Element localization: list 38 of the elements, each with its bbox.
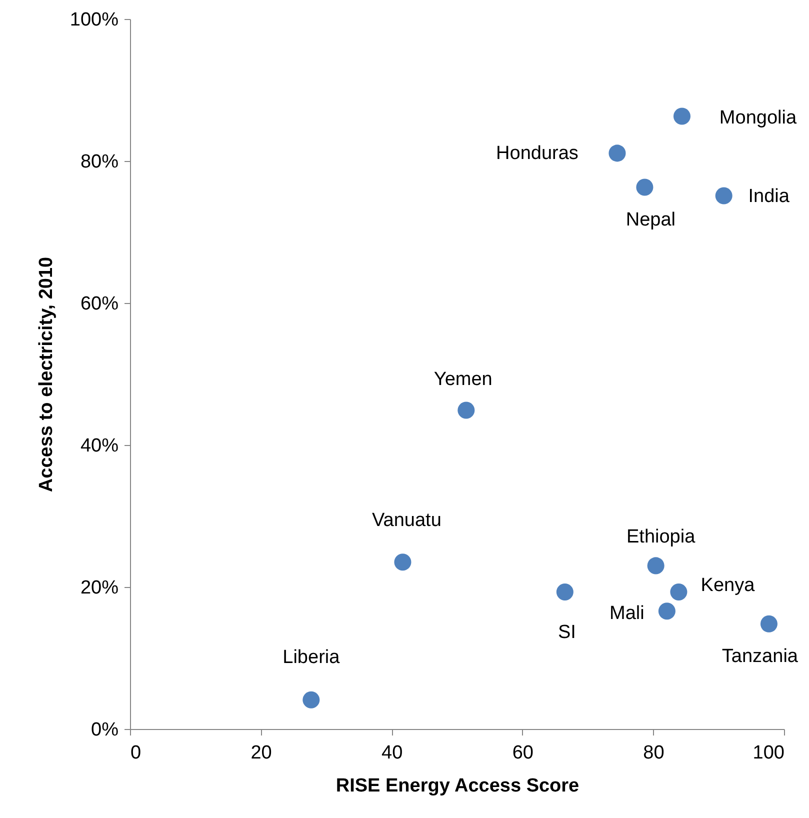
annotation: Vanuatu (372, 510, 442, 532)
annotation: Liberia (282, 646, 340, 668)
annotation: Mali (610, 603, 644, 624)
x-tick-label: 40 (382, 742, 403, 764)
y-tick-label: 100% (70, 10, 119, 30)
point (658, 602, 676, 620)
point (636, 178, 654, 196)
point (760, 615, 778, 632)
point (670, 583, 688, 600)
x-tick-label: 100 (752, 742, 784, 764)
annotation: Yemen (434, 369, 492, 390)
x-tick-label: 20 (250, 742, 272, 764)
annotation: SI (558, 622, 576, 643)
annotation: Kenya (700, 574, 756, 596)
point (715, 187, 732, 204)
annotation: Nepal (626, 209, 676, 230)
annotation: Mongolia (719, 107, 797, 128)
y-tick-label: 0% (91, 720, 119, 740)
y-axis-title: Access to electricity, 2010 (36, 256, 57, 492)
annotation: Tanzania (722, 646, 798, 667)
x-tick-label: 0 (130, 742, 142, 764)
point (458, 402, 475, 419)
annotation: India (748, 186, 790, 207)
point (608, 144, 626, 162)
x-axis-title: RISE Energy Access Score (336, 776, 580, 796)
point (394, 554, 412, 571)
y-tick-label: 60% (80, 294, 119, 314)
point (302, 691, 320, 708)
x-tick-label: 60 (512, 742, 534, 764)
point (556, 583, 574, 600)
point (673, 108, 690, 125)
y-tick-label: 40% (80, 436, 119, 456)
annotation: Ethiopia (626, 526, 696, 548)
x-tick-label: 80 (643, 742, 664, 764)
point (647, 557, 664, 574)
annotation: Honduras (496, 143, 578, 164)
y-tick-label: 20% (80, 578, 119, 598)
y-tick-label: 80% (80, 152, 119, 172)
